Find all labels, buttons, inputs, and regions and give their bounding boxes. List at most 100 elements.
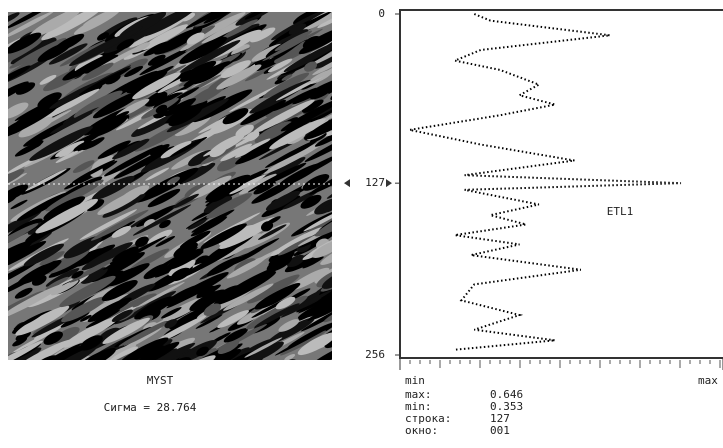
texture-streak	[195, 314, 223, 329]
texture-streak	[321, 269, 332, 289]
texture-streak	[250, 27, 276, 43]
texture-streak	[124, 65, 144, 78]
texture-streak	[279, 153, 332, 187]
texture-streak	[8, 340, 43, 360]
texture-streak	[45, 268, 80, 287]
texture-image	[8, 12, 332, 378]
stat-label: min:	[405, 400, 432, 413]
texture-streak	[266, 255, 293, 272]
texture-streak	[73, 140, 93, 152]
series-label: ETL1	[607, 205, 634, 218]
texture-streak	[307, 294, 332, 328]
texture-streak	[129, 248, 170, 271]
texture-streak	[139, 45, 195, 76]
texture-streak	[169, 305, 213, 330]
texture-streak	[135, 167, 199, 203]
texture-streak	[174, 363, 194, 378]
texture-streak	[12, 337, 28, 347]
texture-streak	[174, 115, 211, 137]
texture-streak	[284, 354, 296, 360]
texture-streak	[73, 90, 123, 118]
texture-streak	[8, 184, 29, 202]
texture-streak	[132, 42, 151, 53]
texture-streak	[185, 12, 244, 29]
texture-streak	[217, 340, 240, 354]
texture-streak	[37, 92, 62, 108]
texture-streak	[75, 344, 137, 360]
texture-streak	[61, 296, 107, 323]
texture-streak	[112, 246, 139, 262]
texture-streak	[104, 144, 163, 177]
texture-streak	[111, 225, 132, 238]
texture-streak	[49, 107, 100, 135]
texture-streak	[73, 12, 121, 35]
texture-streak	[223, 283, 274, 311]
texture-streak	[15, 330, 31, 342]
texture-streak	[159, 219, 171, 229]
texture-streak	[88, 26, 143, 57]
texture-streak	[111, 309, 133, 322]
texture-streak	[37, 42, 72, 62]
texture-streak	[320, 244, 332, 265]
texture-streak	[86, 199, 105, 212]
texture-streak	[217, 310, 250, 328]
texture-streak	[150, 144, 170, 156]
texture-streak	[176, 247, 237, 280]
y-tick-label: 127	[365, 176, 385, 189]
texture-streak	[238, 173, 277, 195]
texture-streak	[234, 138, 271, 158]
texture-streak	[274, 322, 332, 356]
texture-streak	[247, 274, 300, 304]
texture-streak	[135, 236, 149, 248]
texture-streak	[8, 156, 39, 175]
texture-streak	[140, 12, 197, 37]
texture-streak	[314, 205, 332, 237]
texture-streak	[80, 314, 92, 322]
texture-streak	[8, 12, 54, 40]
texture-streak	[249, 79, 311, 114]
texture-streak	[45, 276, 69, 290]
texture-streak	[79, 209, 138, 240]
texture-streak	[268, 359, 281, 370]
texture-streak	[314, 127, 332, 147]
texture-streak	[8, 260, 39, 291]
texture-streak	[8, 169, 25, 188]
texture-streak	[244, 337, 283, 358]
texture-streak	[303, 61, 317, 72]
texture-streak	[10, 199, 28, 210]
texture-streak	[49, 80, 102, 110]
texture-streak	[261, 221, 274, 232]
texture-streak	[221, 19, 258, 39]
texture-streak	[264, 140, 326, 174]
texture-streak	[304, 130, 332, 162]
texture-streak	[79, 335, 103, 351]
texture-streak	[203, 303, 222, 317]
texture-streak	[270, 226, 325, 257]
texture-streak	[145, 167, 170, 181]
texture-streak	[13, 314, 42, 330]
texture-streak	[200, 223, 247, 250]
texture-streak	[293, 12, 321, 25]
texture-streak	[146, 94, 164, 105]
texture-streak	[8, 39, 42, 71]
texture-streak	[89, 115, 128, 138]
texture-streak	[166, 176, 180, 186]
texture-streak	[72, 160, 95, 173]
texture-streak	[202, 348, 242, 360]
texture-streak	[42, 343, 83, 360]
texture-streak	[216, 64, 262, 90]
texture-streak	[310, 44, 332, 66]
texture-streak	[306, 50, 332, 84]
texture-streak	[51, 279, 79, 296]
texture-streak	[15, 82, 36, 95]
texture-streak	[8, 32, 42, 54]
texture-streak	[288, 23, 307, 35]
texture-streak	[147, 54, 166, 66]
texture-streak	[166, 272, 229, 307]
texture-streak	[280, 330, 327, 356]
row-arrow-right	[386, 179, 392, 188]
texture-streak	[143, 263, 171, 280]
texture-streak	[147, 188, 181, 208]
texture-streak	[231, 44, 250, 56]
stat-value: 0.646	[490, 388, 523, 401]
